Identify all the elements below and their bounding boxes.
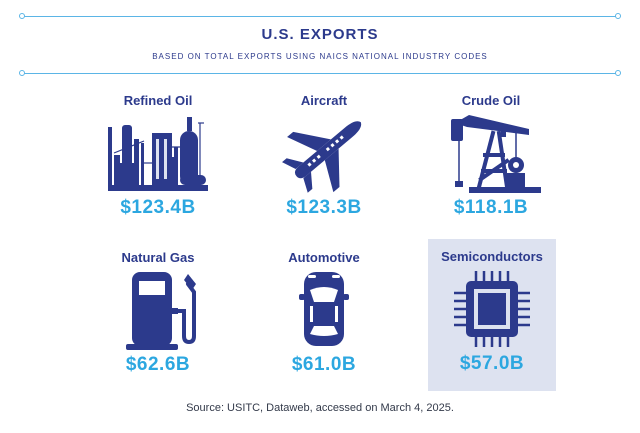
car-icon — [299, 272, 349, 346]
export-label: Aircraft — [300, 93, 348, 108]
divider-dot — [19, 70, 25, 76]
export-value: $123.4B — [120, 197, 196, 218]
refinery-icon — [108, 117, 208, 191]
oil-pump-icon — [451, 115, 541, 193]
page-subtitle: BASED ON TOTAL EXPORTS USING NAICS NATIO… — [152, 52, 488, 61]
airplane-icon — [282, 121, 362, 193]
export-label: Refined Oil — [123, 93, 193, 108]
microchip-icon — [454, 271, 530, 347]
source-note: Source: USITC, Dataweb, accessed on Marc… — [186, 402, 454, 414]
divider-dot — [19, 13, 25, 19]
divider-dot — [615, 70, 621, 76]
top-divider — [19, 13, 621, 19]
export-value: $123.3B — [286, 197, 362, 218]
export-value: $62.6B — [125, 354, 191, 375]
export-card-aircraft: Aircraft $123.3B — [247, 83, 401, 233]
export-value: $61.0B — [291, 354, 357, 375]
export-value: $57.0B — [459, 353, 525, 374]
export-label: Semiconductors — [441, 249, 543, 264]
export-card-natural-gas: Natural Gas $62.6B — [81, 240, 235, 390]
divider-dot — [615, 13, 621, 19]
export-card-crude-oil: Crude Oil $118.1B — [414, 83, 568, 233]
export-label: Automotive — [288, 250, 360, 265]
gas-pump-icon — [126, 272, 196, 350]
export-card-automotive: Automotive $61.0B — [247, 240, 401, 390]
export-card-refined-oil: Refined Oil $123.4B — [81, 83, 235, 233]
export-value: $118.1B — [453, 197, 529, 218]
header-divider — [19, 70, 621, 76]
page-title: U.S. EXPORTS — [261, 26, 379, 43]
export-label: Crude Oil — [461, 93, 521, 108]
export-card-semiconductors: Semiconductors $57.0B — [428, 239, 556, 391]
export-label: Natural Gas — [121, 250, 195, 265]
